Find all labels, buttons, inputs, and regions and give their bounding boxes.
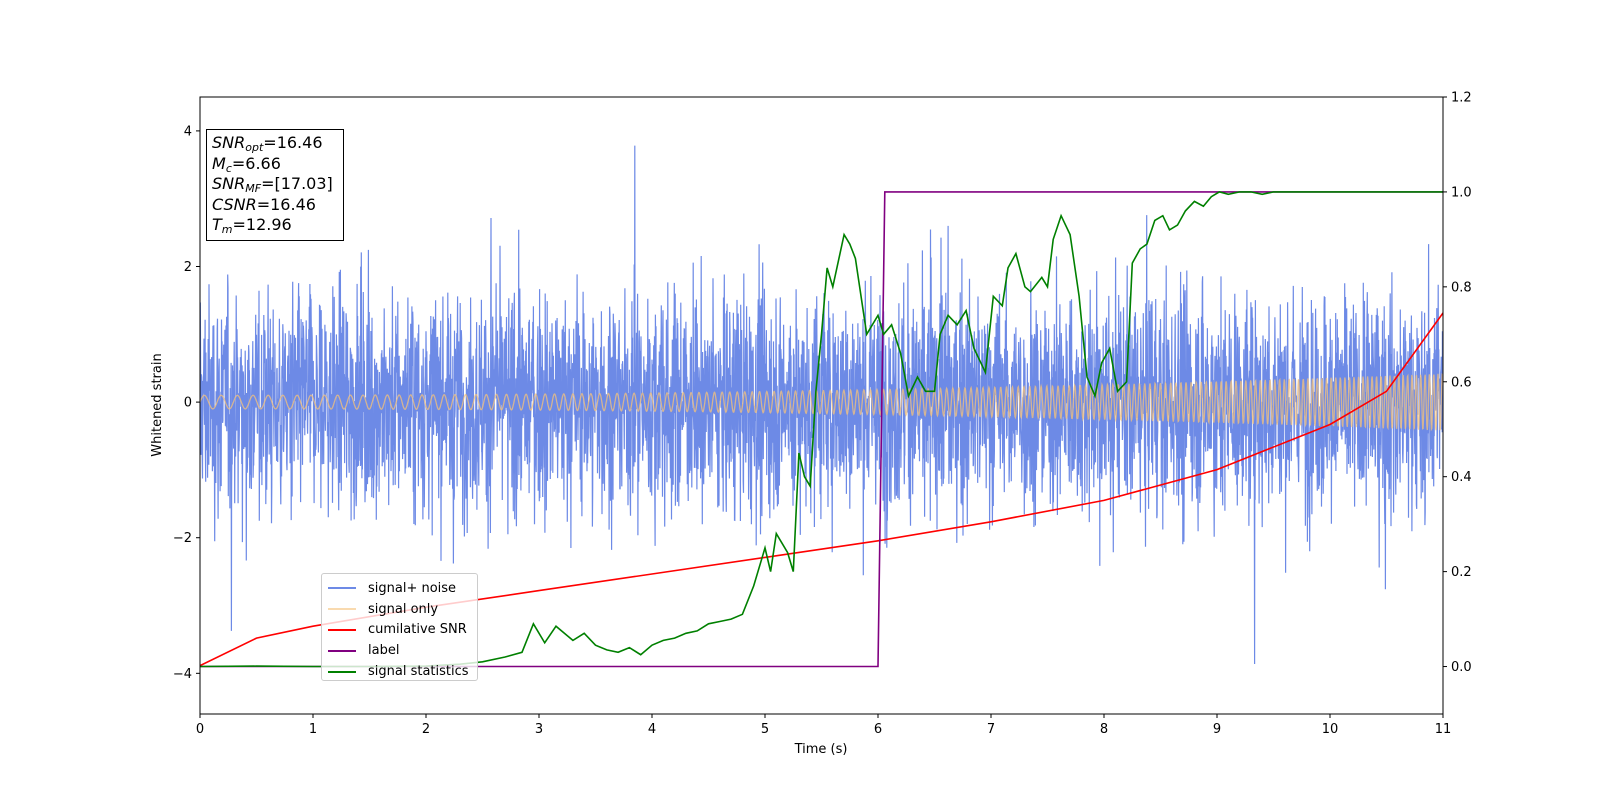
legend-entry: label bbox=[328, 640, 471, 661]
snr-mf-line: SNRMF=[17.03] bbox=[212, 174, 333, 195]
signal-noise-line bbox=[200, 145, 1443, 665]
signal-only-line bbox=[200, 372, 1443, 432]
legend-entry: signal only bbox=[328, 599, 471, 620]
y-left-tick-label: 4 bbox=[184, 124, 192, 139]
legend-swatch bbox=[328, 587, 356, 590]
signal-only-series bbox=[200, 372, 1443, 432]
x-tick-label: 3 bbox=[535, 722, 543, 737]
x-tick-label: 2 bbox=[422, 722, 430, 737]
legend-swatch bbox=[328, 649, 356, 652]
y-right-tick-label: 0.0 bbox=[1451, 660, 1472, 675]
x-tick-label: 6 bbox=[874, 722, 882, 737]
y-right-tick-label: 0.2 bbox=[1451, 565, 1472, 580]
snr-opt-line: SNRopt=16.46 bbox=[212, 133, 323, 154]
y-axis-label: Whitened strain bbox=[150, 353, 165, 456]
tm-line: Tm=12.96 bbox=[212, 215, 292, 236]
legend-entry: cumilative SNR bbox=[328, 620, 471, 641]
y-left-tick-label: 0 bbox=[184, 396, 192, 411]
y-right-tick-label: 1.2 bbox=[1451, 91, 1472, 106]
x-tick-label: 7 bbox=[987, 722, 995, 737]
y-right-tick-label: 0.6 bbox=[1451, 375, 1472, 390]
y-left-tick-label: 2 bbox=[184, 260, 192, 275]
x-tick-label: 10 bbox=[1322, 722, 1339, 737]
x-tick-label: 0 bbox=[196, 722, 204, 737]
x-axis-label: Time (s) bbox=[794, 742, 848, 757]
y-left-tick-label: −2 bbox=[173, 531, 192, 546]
snr-info-box: SNRopt=16.46 Mc=6.66 SNRMF=[17.03] CSNR=… bbox=[206, 129, 344, 241]
csnr-line: CSNR=16.46 bbox=[212, 194, 316, 214]
x-tick-label: 1 bbox=[309, 722, 317, 737]
x-tick-label: 5 bbox=[761, 722, 769, 737]
signal-statistics-line bbox=[200, 191, 1443, 668]
legend-swatch bbox=[328, 608, 356, 611]
y-left-tick-label: −4 bbox=[173, 667, 192, 682]
x-tick-label: 9 bbox=[1213, 722, 1221, 737]
x-tick-label: 11 bbox=[1435, 722, 1452, 737]
y-right-tick-label: 0.8 bbox=[1451, 280, 1472, 295]
chirp-mass-line: Mc=6.66 bbox=[212, 153, 281, 175]
x-tick-label: 4 bbox=[648, 722, 656, 737]
legend: signal+ noise signal only cumilative SNR… bbox=[321, 573, 478, 681]
label-line bbox=[200, 191, 1443, 668]
plot-frame bbox=[199, 96, 1444, 715]
y-right-tick-label: 0.4 bbox=[1451, 470, 1472, 485]
legend-swatch bbox=[328, 628, 356, 631]
x-tick-label: 8 bbox=[1100, 722, 1108, 737]
legend-entry: signal statistics bbox=[328, 661, 471, 682]
signal-noise-series bbox=[200, 145, 1443, 665]
y-right-tick-label: 1.0 bbox=[1451, 185, 1472, 200]
legend-entry: signal+ noise bbox=[328, 578, 471, 599]
legend-swatch bbox=[328, 670, 356, 673]
